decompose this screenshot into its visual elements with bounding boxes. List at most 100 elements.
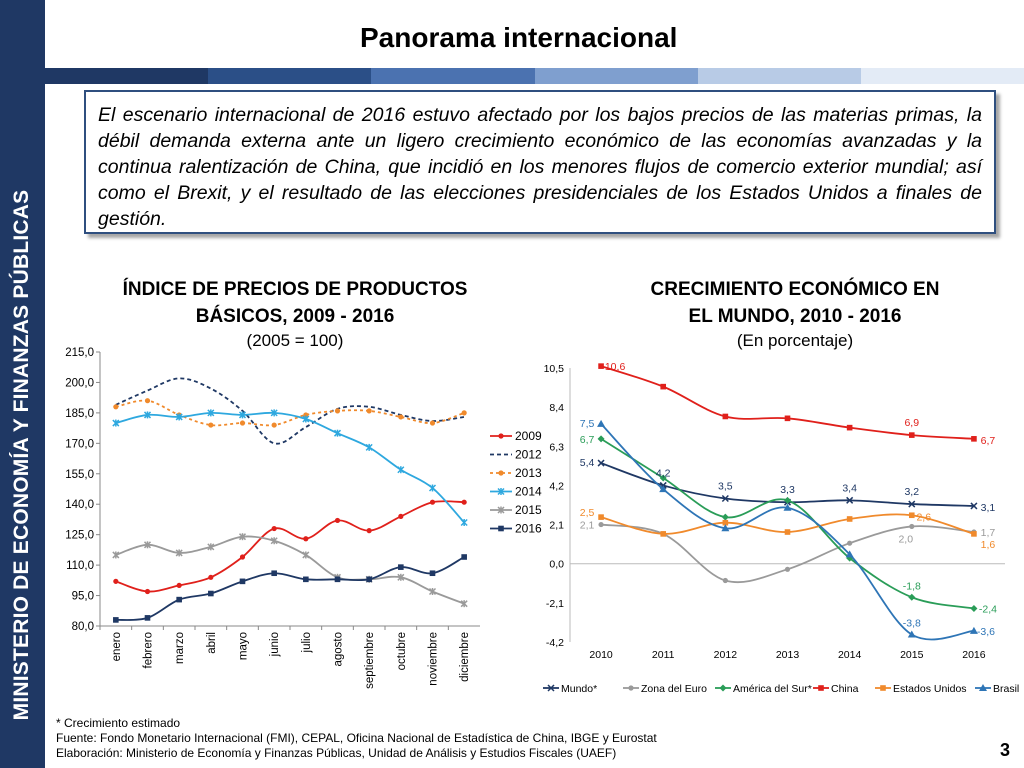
chart1-point-2015 (175, 549, 183, 557)
chart1-point-2016 (271, 570, 277, 577)
chart2-data-label: -2,4 (979, 603, 997, 615)
chart1-subtitle: (2005 = 100) (246, 331, 344, 350)
chart2-data-label: 6,7 (580, 434, 595, 446)
chart1-point-2013 (239, 420, 246, 426)
chart2-data-label: 1,6 (981, 539, 996, 551)
chart1-point-2015 (143, 541, 152, 549)
chart2-y-tick-label: 4,2 (549, 480, 564, 492)
world-growth-chart: -4,2 -2,1 0,0 2,1 4,2 6,3 8,4 10,5 2010 2011 2012 2… (543, 361, 1019, 695)
chart2-point-Brasil (783, 503, 792, 511)
chart2-y-tick-label: 10,5 (544, 363, 565, 375)
chart1-point-2014 (365, 443, 373, 451)
chart1-point-2016 (334, 576, 341, 583)
chart1-y-tick-label: 95,0 (72, 591, 94, 603)
chart1-point-2014 (112, 419, 120, 427)
chart1-series-line-2013 (115, 399, 465, 427)
chart2-data-label: 3,3 (780, 484, 795, 496)
chart2-point-Brasil (721, 524, 730, 532)
chart1-point-2014 (302, 415, 310, 423)
chart1-point-2013 (461, 410, 467, 416)
chart2-point-Brasil (969, 626, 978, 634)
chart1-point-2015 (397, 573, 405, 581)
chart1-legend-label: 2012 (515, 448, 542, 462)
chart2-data-label: 6,7 (981, 435, 996, 447)
chart1-point-2009 (366, 528, 372, 534)
chart1-y-tick-label: 110,0 (66, 560, 94, 572)
chart2-point-China (908, 432, 915, 438)
chart1-x-tick-label: abril (206, 632, 218, 654)
commodity-price-chart: 80,0 95,0 110,0 125,0 140,0 155,0 170,0 185,0 20… (65, 347, 542, 689)
chart2-point-Brasil (659, 485, 668, 493)
chart2-point-Mundo* (597, 459, 605, 467)
chart1-x-tick-label: julio (301, 632, 313, 653)
chart2-point-China (598, 363, 604, 369)
chart2-x-tick-label: 2013 (776, 649, 800, 661)
chart1-legend-label: 2013 (515, 466, 542, 480)
chart2-y-tick-label: 2,1 (549, 520, 564, 532)
chart1-point-2015 (460, 600, 468, 608)
chart2-x-tick-label: 2010 (589, 649, 613, 661)
chart1-point-2013 (334, 408, 341, 414)
chart2-data-label: 7,5 (580, 418, 595, 430)
chart2-point-América del Sur* (784, 496, 791, 504)
chart2-y-tick-label: 6,3 (549, 441, 564, 453)
chart2-legend-marker-Zona del Euro (628, 685, 634, 691)
chart1-y-tick-label: 185,0 (65, 408, 94, 420)
chart2-data-label: 6,9 (904, 417, 919, 429)
chart1-legend-marker-2015 (497, 506, 505, 514)
chart2-point-Mundo* (721, 494, 729, 503)
chart1-title-line1: ÍNDICE DE PRECIOS DE PRODUCTOS (122, 279, 468, 300)
chart1-point-2015 (207, 543, 215, 551)
chart1-point-2014 (428, 484, 437, 492)
chart1-point-2014 (460, 518, 468, 527)
chart2-point-América del Sur* (659, 474, 667, 482)
chart1-point-2009 (334, 517, 341, 524)
intro-text: El escenario internacional de 2016 estuv… (98, 104, 982, 230)
chart2-legend-marker-América del Sur* (719, 684, 727, 692)
chart2-data-label: 3,1 (981, 502, 996, 514)
chart2-legend-marker-Mundo* (547, 684, 555, 692)
chart2-legend-label: Mundo* (561, 683, 597, 695)
chart1-point-2014 (238, 411, 247, 419)
chart1-x-tick-label: diciembre (459, 632, 471, 682)
chart1-legend-marker-2014 (497, 487, 505, 496)
chart1-x-tick-label: mayo (238, 632, 250, 660)
chart1-x-tick-label: febrero (143, 632, 155, 668)
chart1-point-2014 (270, 409, 278, 417)
chart2-legend-label: América del Sur* (733, 683, 812, 695)
chart2-point-Estados Unidos (784, 529, 791, 535)
title-bar-segment (860, 68, 1024, 84)
chart2-point-Mundo* (846, 496, 854, 504)
chart2-data-label: -1,8 (903, 580, 921, 592)
title-bar-segment (534, 68, 698, 84)
chart2-point-China (722, 413, 729, 420)
chart2-point-Zona del Euro (722, 577, 728, 584)
chart2-point-América del Sur* (970, 604, 978, 612)
chart1-point-2009 (113, 578, 119, 584)
chart2-x-tick-label: 2011 (652, 649, 675, 661)
chart1-point-2015 (270, 537, 278, 545)
page-number: 3 (999, 740, 1010, 760)
chart2-data-label: 2,5 (580, 507, 595, 519)
chart1-series-line-2012 (115, 377, 465, 445)
chart1-title-line2: BÁSICOS, 2009 - 2016 (195, 306, 395, 327)
chart2-legend-label: China (831, 683, 859, 695)
chart1-point-2013 (429, 420, 436, 426)
chart2-data-label: 1,7 (981, 527, 996, 539)
chart2-point-Mundo* (908, 500, 916, 508)
chart1-point-2014 (333, 429, 342, 437)
chart1-y-tick-label: 140,0 (65, 499, 94, 511)
chart1-y-tick-label: 80,0 (72, 621, 94, 633)
page-title: Panorama internacional (360, 22, 678, 53)
footer-note: * Crecimiento estimado (56, 716, 181, 730)
chart2-point-Brasil (845, 550, 854, 558)
chart1-point-2016 (303, 576, 309, 583)
chart1-point-2013 (208, 422, 214, 428)
chart2-y-tick-label: 8,4 (549, 402, 564, 414)
chart1-x-tick-label: septiembre (364, 632, 376, 689)
footer-source: Fuente: Fondo Monetario Internacional (F… (56, 731, 657, 745)
chart1-point-2009 (303, 536, 309, 542)
chart1-point-2014 (143, 411, 152, 419)
chart2-point-Brasil (907, 630, 916, 638)
chart1-point-2014 (397, 466, 405, 474)
